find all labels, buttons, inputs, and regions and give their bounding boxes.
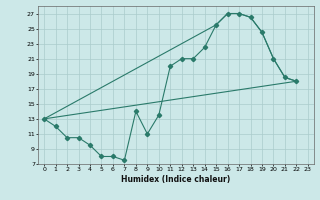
X-axis label: Humidex (Indice chaleur): Humidex (Indice chaleur) bbox=[121, 175, 231, 184]
